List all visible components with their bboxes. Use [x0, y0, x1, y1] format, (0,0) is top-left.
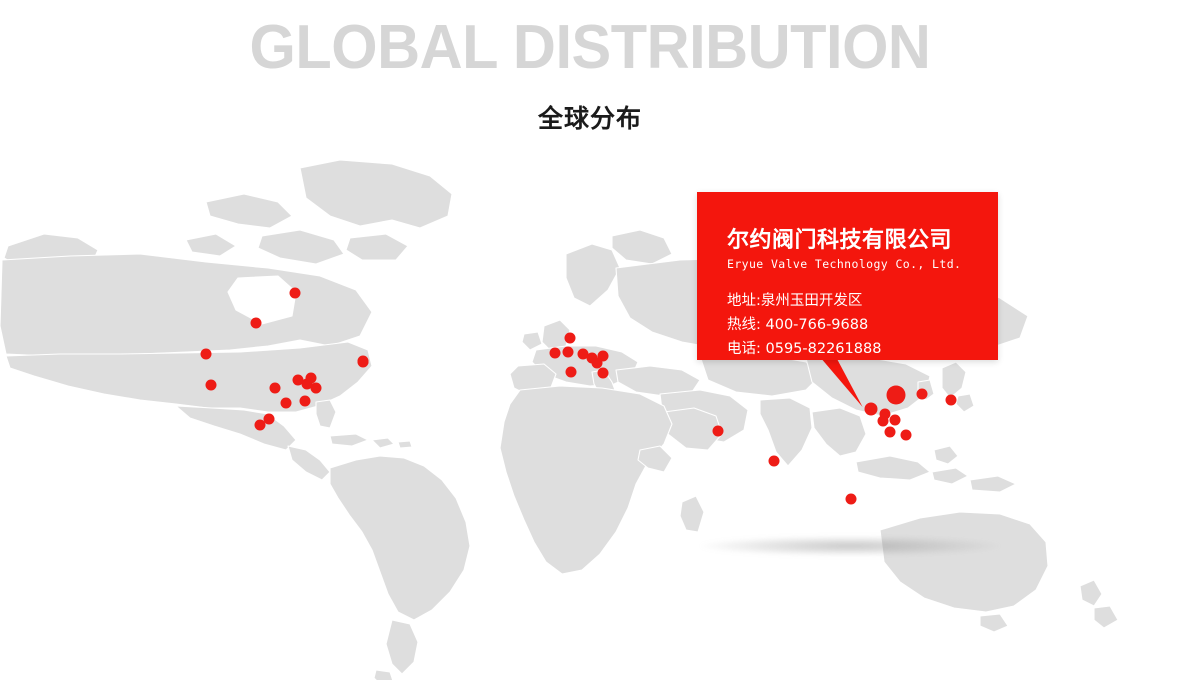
map-marker[interactable] — [879, 408, 891, 420]
map-marker[interactable] — [916, 388, 928, 400]
map-marker[interactable] — [562, 346, 574, 358]
map-marker[interactable] — [250, 317, 262, 329]
map-marker[interactable] — [205, 379, 217, 391]
page-title-chinese: 全球分布 — [537, 104, 642, 133]
company-info-content: 尔约阀门科技有限公司 Eryue Valve Technology Co., L… — [727, 227, 984, 361]
map-marker[interactable] — [597, 367, 609, 379]
map-marker[interactable] — [577, 348, 589, 360]
map-marker[interactable] — [712, 425, 724, 437]
map-marker[interactable] — [886, 385, 906, 405]
map-landmasses — [0, 159, 1119, 680]
map-marker[interactable] — [311, 384, 321, 394]
map-marker[interactable] — [564, 332, 576, 344]
contact-address: 地址:泉州玉田开发区 — [727, 293, 863, 309]
map-marker[interactable] — [289, 287, 301, 299]
contact-hotline[interactable]: 热线: 400-766-9688 — [727, 317, 869, 333]
map-marker[interactable] — [884, 426, 896, 438]
map-marker[interactable] — [299, 395, 311, 407]
map-marker[interactable] — [292, 374, 304, 386]
map-marker[interactable] — [591, 357, 603, 369]
map-marker[interactable] — [263, 413, 275, 425]
map-marker[interactable] — [889, 414, 901, 426]
company-name-english: Eryue Valve Technology Co., Ltd. — [727, 257, 962, 271]
map-marker[interactable] — [280, 397, 292, 409]
map-marker[interactable] — [945, 394, 957, 406]
map-marker[interactable] — [900, 429, 912, 441]
map-marker[interactable] — [305, 372, 317, 384]
map-marker[interactable] — [768, 455, 780, 467]
map-marker[interactable] — [254, 419, 266, 431]
map-marker[interactable] — [549, 347, 561, 359]
company-name-chinese: 尔约阀门科技有限公司 — [727, 228, 953, 253]
company-info-card[interactable]: 尔约阀门科技有限公司 Eryue Valve Technology Co., L… — [697, 192, 998, 360]
world-map-svg — [0, 159, 1119, 680]
contact-block: 地址:泉州玉田开发区 热线: 400-766-9688 电话: 0595-822… — [727, 289, 984, 361]
map-marker[interactable] — [586, 352, 598, 364]
map-marker[interactable] — [269, 382, 281, 394]
map-marker[interactable] — [597, 350, 609, 362]
map-marker[interactable] — [845, 493, 857, 505]
contact-phone[interactable]: 电话: 0595-82261888 — [727, 341, 882, 357]
map-marker[interactable] — [864, 402, 878, 416]
map-marker[interactable] — [357, 356, 369, 368]
world-map — [0, 150, 1180, 680]
map-marker[interactable] — [200, 348, 212, 360]
map-marker[interactable] — [877, 415, 889, 427]
map-marker[interactable] — [301, 378, 313, 390]
map-marker[interactable] — [565, 366, 577, 378]
page-title-english: GLOBAL DISTRIBUTION — [249, 13, 931, 82]
